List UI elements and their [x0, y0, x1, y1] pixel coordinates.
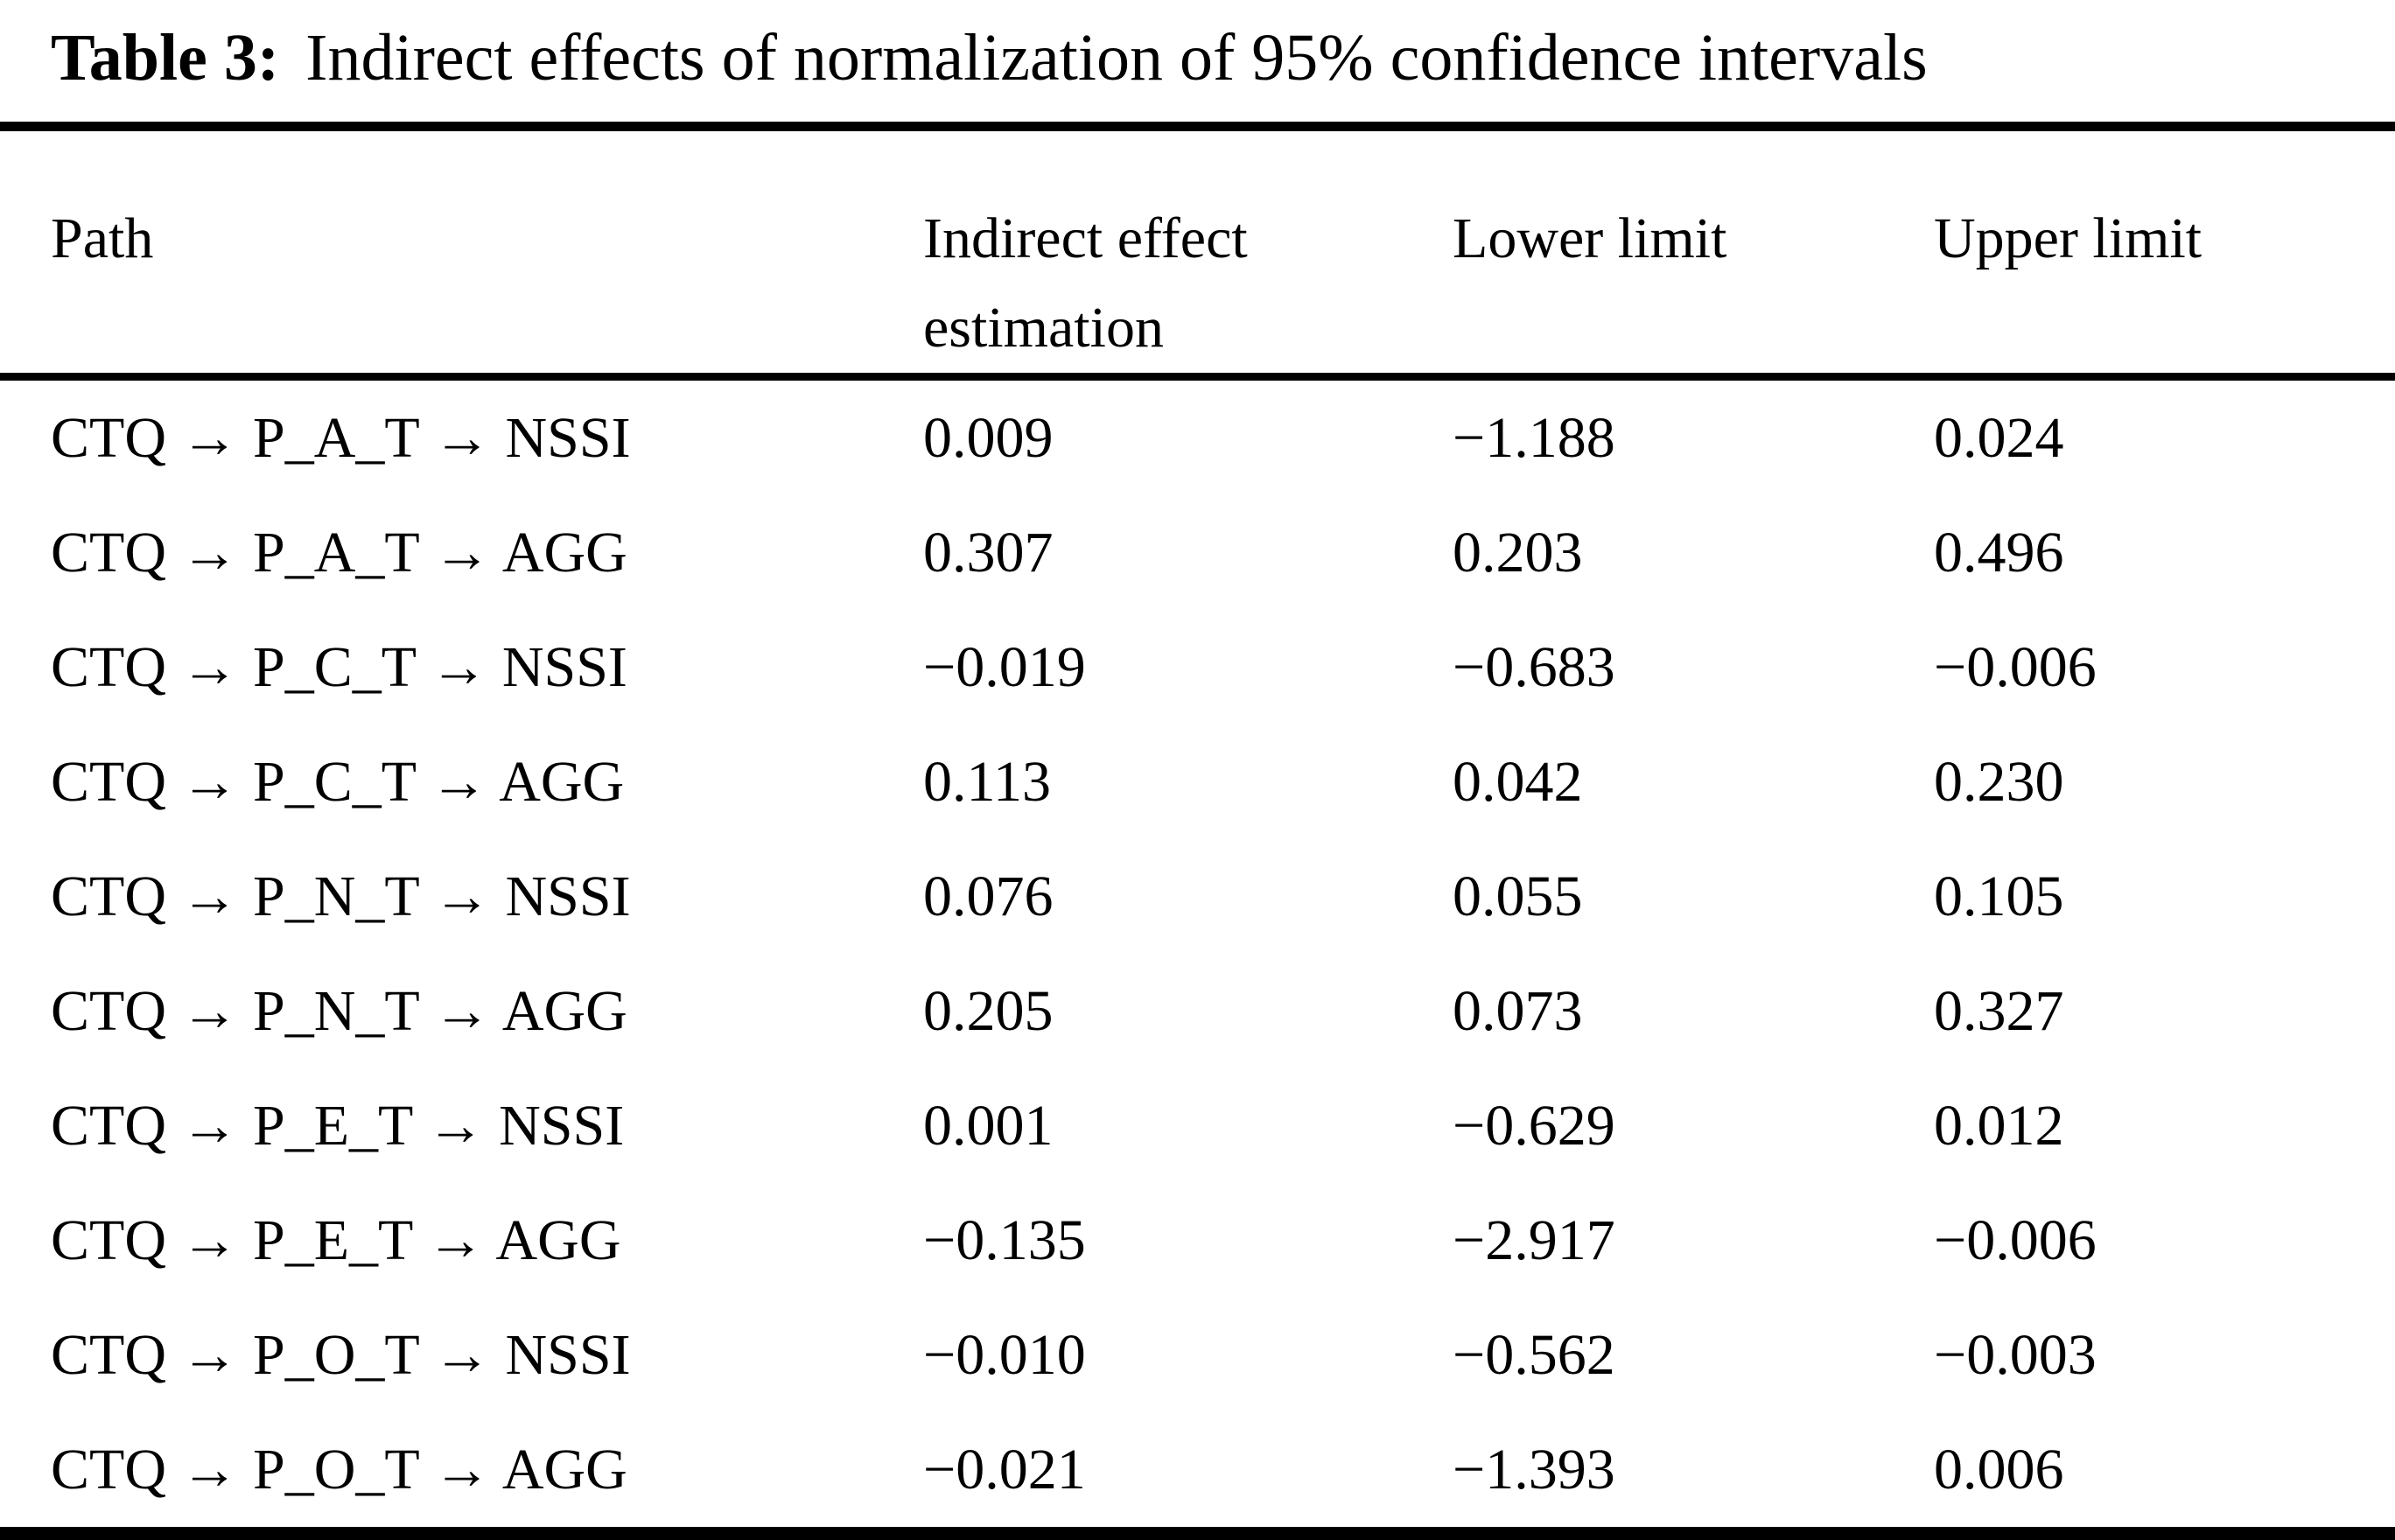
column-header-indirect-effect: Indirect effect estimation — [923, 194, 1453, 373]
path-cell: CTQ → P_O_T → AGG — [51, 1437, 627, 1502]
column-header-lower-limit: Lower limit — [1453, 206, 1727, 271]
column-header-indirect-effect-line1: Indirect effect — [923, 206, 1248, 271]
lower-limit-cell: 0.055 — [1453, 864, 1583, 928]
table-caption-text: Indirect effects of normalization of 95%… — [305, 21, 1928, 94]
upper-limit-cell: 0.230 — [1934, 749, 2064, 814]
path-cell: CTQ → P_O_T → NSSI — [51, 1322, 631, 1387]
indirect-effect-cell: −0.010 — [923, 1322, 1086, 1387]
indirect-effect-cell: 0.009 — [923, 405, 1054, 470]
path-cell: CTQ → P_C_T → NSSI — [51, 634, 627, 699]
upper-limit-cell: 0.006 — [1934, 1437, 2064, 1502]
table-caption-label: Table 3: — [51, 21, 280, 94]
upper-limit-cell: −0.006 — [1934, 1208, 2097, 1272]
indirect-effect-cell: 0.113 — [923, 749, 1052, 814]
table-row: CTQ → P_N_T → NSSI 0.076 0.055 0.105 — [0, 839, 2395, 954]
upper-limit-cell: 0.105 — [1934, 864, 2064, 928]
table-row: CTQ → P_O_T → NSSI −0.010 −0.562 −0.003 — [0, 1298, 2395, 1412]
lower-limit-cell: −0.683 — [1453, 634, 1615, 699]
table-caption: Table 3: Indirect effects of normalizatio… — [0, 0, 2395, 95]
path-cell: CTQ → P_C_T → AGG — [51, 749, 625, 814]
table-body: CTQ → P_A_T → NSSI 0.009 −1.188 0.024 CT… — [0, 381, 2395, 1527]
path-cell: CTQ → P_N_T → AGG — [51, 978, 627, 1043]
upper-limit-cell: 0.327 — [1934, 978, 2064, 1043]
lower-limit-cell: −2.917 — [1453, 1208, 1615, 1272]
indirect-effect-cell: 0.205 — [923, 978, 1054, 1043]
table-top-rule — [0, 122, 2395, 132]
lower-limit-cell: −1.188 — [1453, 405, 1615, 470]
column-header-upper-limit: Upper limit — [1934, 206, 2202, 271]
upper-limit-cell: 0.496 — [1934, 520, 2064, 584]
lower-limit-cell: −0.629 — [1453, 1093, 1615, 1158]
table-bottom-rule — [0, 1527, 2395, 1540]
lower-limit-cell: −0.562 — [1453, 1322, 1615, 1387]
lower-limit-cell: 0.042 — [1453, 749, 1583, 814]
table-row: CTQ → P_A_T → AGG 0.307 0.203 0.496 — [0, 495, 2395, 610]
upper-limit-cell: −0.003 — [1934, 1322, 2097, 1387]
indirect-effect-cell: 0.307 — [923, 520, 1054, 584]
indirect-effect-cell: 0.076 — [923, 864, 1054, 928]
upper-limit-cell: 0.012 — [1934, 1093, 2064, 1158]
table-row: CTQ → P_C_T → AGG 0.113 0.042 0.230 — [0, 724, 2395, 839]
table-row: CTQ → P_O_T → AGG −0.021 −1.393 0.006 — [0, 1412, 2395, 1527]
table-row: CTQ → P_N_T → AGG 0.205 0.073 0.327 — [0, 954, 2395, 1068]
table-header-rule — [0, 373, 2395, 382]
table-row: CTQ → P_E_T → AGG −0.135 −2.917 −0.006 — [0, 1183, 2395, 1298]
table-header-row: Path Indirect effect estimation Lower li… — [0, 131, 2395, 373]
path-cell: CTQ → P_A_T → NSSI — [51, 405, 631, 470]
path-cell: CTQ → P_E_T → AGG — [51, 1208, 621, 1272]
lower-limit-cell: 0.203 — [1453, 520, 1583, 584]
table-row: CTQ → P_A_T → NSSI 0.009 −1.188 0.024 — [0, 381, 2395, 495]
upper-limit-cell: −0.006 — [1934, 634, 2097, 699]
lower-limit-cell: −1.393 — [1453, 1437, 1615, 1502]
table-row: CTQ → P_E_T → NSSI 0.001 −0.629 0.012 — [0, 1068, 2395, 1183]
path-cell: CTQ → P_E_T → NSSI — [51, 1093, 625, 1158]
indirect-effect-cell: 0.001 — [923, 1093, 1054, 1158]
column-header-path: Path — [51, 206, 154, 271]
path-cell: CTQ → P_A_T → AGG — [51, 520, 627, 584]
path-cell: CTQ → P_N_T → NSSI — [51, 864, 631, 928]
table-row: CTQ → P_C_T → NSSI −0.019 −0.683 −0.006 — [0, 610, 2395, 724]
indirect-effect-cell: −0.019 — [923, 634, 1086, 699]
indirect-effect-cell: −0.021 — [923, 1437, 1086, 1502]
indirect-effect-cell: −0.135 — [923, 1208, 1086, 1272]
upper-limit-cell: 0.024 — [1934, 405, 2064, 470]
column-header-indirect-effect-line2: estimation — [923, 296, 1164, 360]
lower-limit-cell: 0.073 — [1453, 978, 1583, 1043]
